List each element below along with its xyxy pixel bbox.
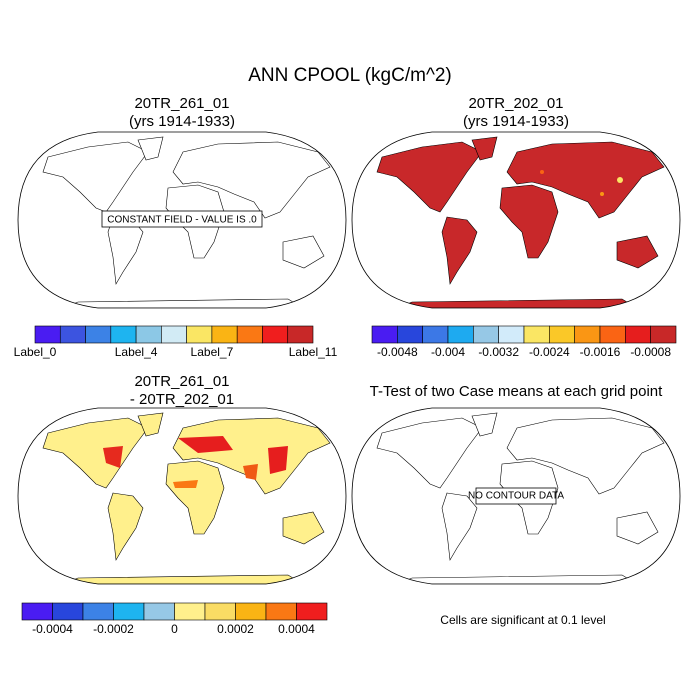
note-box xyxy=(475,487,557,505)
colorbar-swatch xyxy=(574,325,601,344)
note-box xyxy=(101,210,263,228)
colorbar-swatch xyxy=(397,325,423,344)
panel-title: 20TR_261_01 xyxy=(134,373,229,390)
colorbar-swatch xyxy=(186,325,213,344)
colorbar-swatch xyxy=(82,602,114,621)
colorbar-swatch xyxy=(599,325,626,344)
colorbar-swatch xyxy=(85,325,112,344)
colorbar-swatch xyxy=(447,325,474,344)
panel-subtitle: (yrs 1914-1933) xyxy=(463,113,569,130)
colorbar-swatch xyxy=(498,325,525,344)
colorbar-label: Label_0 xyxy=(14,345,57,359)
colorbar-label: -0.0004 xyxy=(32,622,73,636)
panel-subtitle: - 20TR_202_01 xyxy=(130,391,234,408)
colorbar-label: -0.0048 xyxy=(377,345,418,359)
colorbar-swatch xyxy=(236,325,263,344)
colorbar-label: -0.0016 xyxy=(580,345,621,359)
colorbar-swatch xyxy=(265,602,297,621)
map xyxy=(351,131,681,309)
colorbar-label: 0 xyxy=(171,622,178,636)
colorbar-swatch xyxy=(287,325,314,344)
colorbar-label: Label_7 xyxy=(191,345,234,359)
colorbar-swatch xyxy=(34,325,61,344)
colorbar-swatch xyxy=(549,325,575,344)
colorbar-swatch xyxy=(135,325,162,344)
colorbar-swatch xyxy=(110,325,137,344)
map-note: NO CONTOUR DATA xyxy=(468,491,564,502)
colorbar-label: -0.004 xyxy=(431,345,465,359)
colorbar-swatch xyxy=(650,325,677,344)
panel-title: 20TR_202_01 xyxy=(468,95,563,112)
colorbar-swatch xyxy=(161,325,187,344)
colorbar-swatch xyxy=(174,602,206,621)
colorbar-label: Label_11 xyxy=(289,345,338,359)
colorbar-label: Label_4 xyxy=(115,345,158,359)
colorbar-swatch xyxy=(422,325,449,344)
colorbar-label: -0.0024 xyxy=(529,345,570,359)
colorbar-label: -0.0008 xyxy=(630,345,671,359)
figure-title: ANN CPOOL (kgC/m^2) xyxy=(248,65,452,86)
colorbar-swatch xyxy=(235,602,267,621)
map xyxy=(17,407,347,585)
colorbar-label: 0.0002 xyxy=(217,622,254,636)
panel-subtitle: (yrs 1914-1933) xyxy=(129,113,235,130)
colorbar-swatch xyxy=(523,325,550,344)
colorbar-swatch xyxy=(473,325,499,344)
colorbar-label: -0.0002 xyxy=(93,622,134,636)
map: CONSTANT FIELD - VALUE IS .0 xyxy=(17,131,347,309)
map: NO CONTOUR DATA xyxy=(351,407,681,585)
panel-title: 20TR_261_01 xyxy=(134,95,229,112)
colorbar-swatch xyxy=(262,325,289,344)
colorbar-label: 0.0004 xyxy=(278,622,315,636)
colorbar-swatch xyxy=(296,602,328,621)
map-note: CONSTANT FIELD - VALUE IS .0 xyxy=(107,215,257,226)
colorbar-swatch xyxy=(211,325,238,344)
colorbar-swatch xyxy=(371,325,398,344)
colorbar-swatch xyxy=(21,602,53,621)
colorbar-swatch xyxy=(113,602,145,621)
colorbar-swatch xyxy=(52,602,84,621)
colorbar-swatch xyxy=(204,602,236,621)
colorbar-label: -0.0032 xyxy=(478,345,519,359)
colorbar-swatch xyxy=(625,325,651,344)
colorbar-swatch xyxy=(59,325,86,344)
panel-title: T-Test of two Case means at each grid po… xyxy=(370,383,663,400)
footnote: Cells are significant at 0.1 level xyxy=(440,613,605,627)
colorbar-swatch xyxy=(143,602,175,621)
